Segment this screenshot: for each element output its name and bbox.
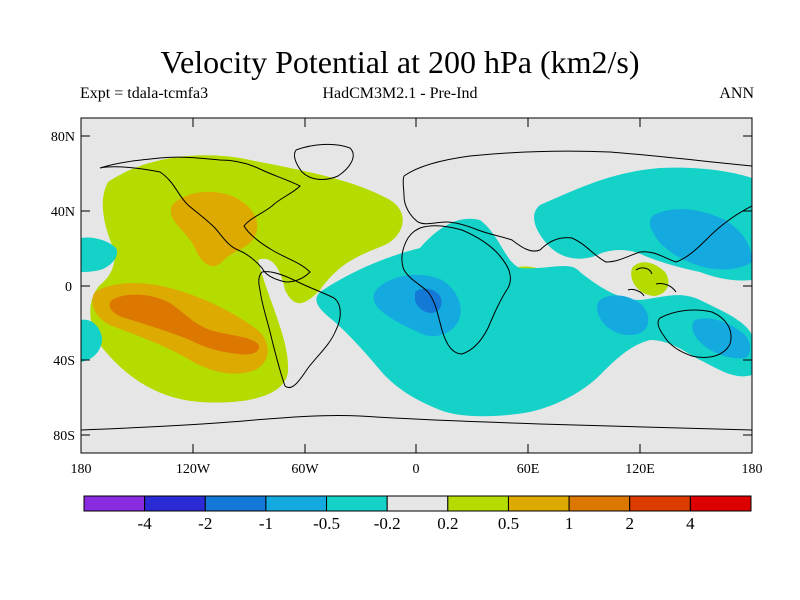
colorbar-label: -1: [259, 514, 273, 533]
colorbar-swatch: [386, 495, 449, 512]
lat-label-80s: 80S: [53, 429, 75, 444]
lon-label-180w: 180: [71, 462, 92, 477]
coast-antarctica: [81, 414, 752, 431]
lon-label-60w: 60W: [291, 462, 319, 477]
contour-neg-0.5-australia: [692, 318, 751, 359]
coast-eurasia: [402, 150, 752, 263]
colorbar-swatch: [144, 495, 206, 512]
contour-pos-0.5-north: [170, 191, 258, 267]
colorbar-label: -0.5: [313, 514, 340, 533]
colorbar-swatch: [689, 495, 752, 512]
coastlines: [81, 143, 752, 431]
colorbar: [83, 495, 752, 512]
coast-south-america: [258, 271, 341, 388]
coast-north-america: [99, 156, 311, 283]
experiment-label: Expt = tdala-tcmfa3: [80, 85, 209, 102]
season-label: ANN: [719, 85, 754, 102]
coast-greenland: [293, 143, 354, 180]
colorbar-label: 2: [625, 514, 634, 533]
colorbar-label: -4: [138, 514, 153, 533]
colorbar-swatch: [507, 495, 570, 512]
contour-neg-0.2-sepac: [81, 319, 102, 362]
colorbar-labels: -4 -2 -1 -0.5 -0.2 0.2 0.5 1 2 4: [138, 514, 696, 533]
colorbar-swatch: [629, 495, 691, 512]
lon-label-0: 0: [413, 462, 420, 477]
coast-africa: [401, 225, 511, 355]
colorbar-swatch: [447, 495, 509, 512]
latitude-labels: 80N 40N 0 40S 80S: [51, 130, 75, 444]
colorbar-swatch: [326, 495, 388, 512]
coast-australia: [657, 309, 732, 358]
colorbar-swatch: [83, 495, 146, 512]
contour-pos-0.2-maritime: [631, 262, 669, 296]
lat-label-80n: 80N: [51, 130, 75, 145]
map-field: [81, 118, 752, 453]
lon-label-120e: 120E: [625, 462, 655, 477]
colorbar-swatch: [568, 495, 631, 512]
contour-neg-0.5-asia: [649, 209, 752, 270]
lat-label-40n: 40N: [51, 205, 75, 220]
coast-maritime: [627, 267, 677, 297]
lon-label-180e: 180: [742, 462, 763, 477]
contour-neg-0.5-indian: [597, 295, 649, 336]
colorbar-label: -2: [198, 514, 212, 533]
contour-neg-0.2-westpac: [81, 237, 118, 272]
lat-label-0: 0: [65, 280, 72, 295]
lon-label-120w: 120W: [176, 462, 211, 477]
axis-ticks: [81, 118, 752, 453]
lon-label-60e: 60E: [517, 462, 540, 477]
colorbar-label: -0.2: [374, 514, 401, 533]
model-label: HadCM3M2.1 - Pre-Ind: [322, 85, 478, 102]
colorbar-swatch: [265, 495, 328, 512]
longitude-labels: 180 120W 60W 0 60E 120E 180: [71, 462, 763, 477]
contour-pos-1: [109, 294, 259, 355]
colorbar-label: 0.2: [437, 514, 458, 533]
contour-neg-0.2-main: [316, 218, 752, 417]
contour-neg-0.5-africa: [373, 274, 461, 337]
colorbar-label: 4: [686, 514, 695, 533]
colorbar-label: 0.5: [498, 514, 519, 533]
lat-label-40s: 40S: [53, 354, 75, 369]
colorbar-swatch: [204, 495, 267, 512]
map-title: Velocity Potential at 200 hPa (km2/s): [160, 44, 640, 80]
contour-neg-1-africa: [415, 288, 442, 313]
colorbar-label: 1: [565, 514, 574, 533]
